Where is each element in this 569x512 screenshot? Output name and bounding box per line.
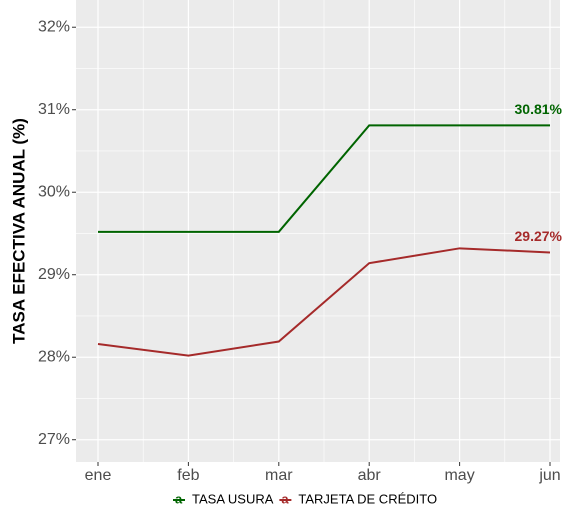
x-tick-label: ene	[85, 467, 112, 484]
x-tick-label: jun	[538, 467, 560, 484]
data-label: 29.27%	[515, 228, 563, 244]
x-tick-label: mar	[265, 467, 293, 484]
y-tick-label: 32%	[38, 18, 70, 35]
y-tick-label: 28%	[38, 348, 70, 365]
x-tick-label: may	[444, 467, 474, 484]
y-tick-label: 30%	[38, 183, 70, 200]
line	[97, 247, 551, 357]
y-tick-label: 29%	[38, 266, 70, 283]
y-axis-label: TASA EFECTIVA ANUAL (%)	[9, 118, 28, 344]
legend-label: TASA USURA	[192, 491, 274, 506]
legend-key: a	[175, 491, 183, 506]
y-tick-label: 27%	[38, 431, 70, 448]
legend-label: TARJETA DE CRÉDITO	[298, 491, 437, 506]
data-label: 30.81%	[515, 101, 563, 117]
y-tick-label: 31%	[38, 101, 70, 118]
line	[98, 124, 550, 233]
x-tick-label: abr	[358, 467, 382, 484]
legend-key: a	[281, 491, 289, 506]
x-tick-label: feb	[177, 467, 199, 484]
